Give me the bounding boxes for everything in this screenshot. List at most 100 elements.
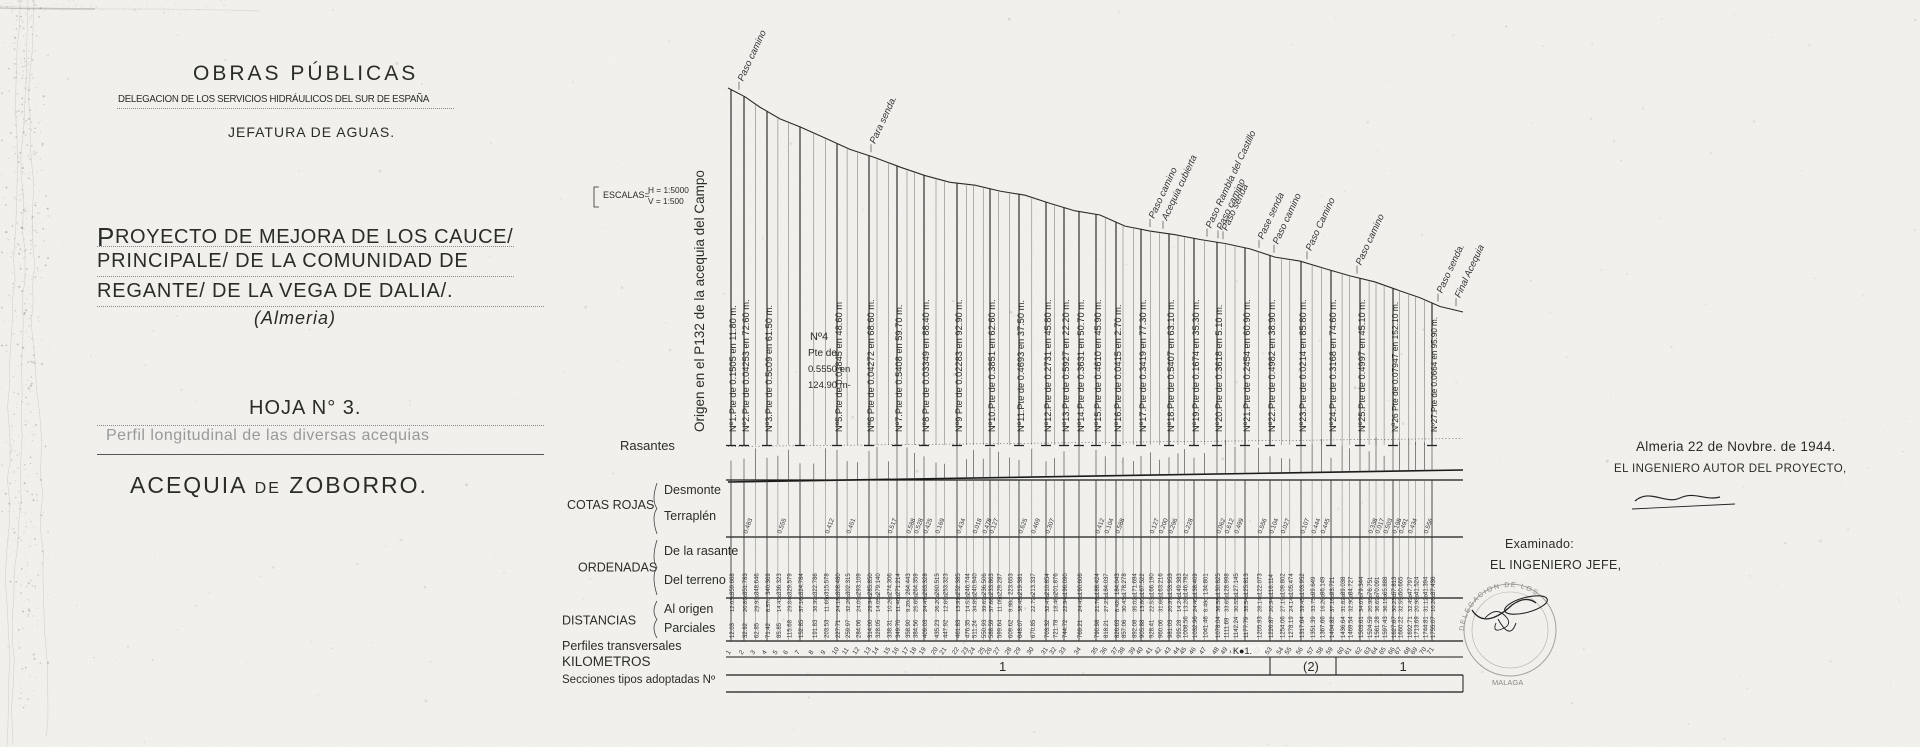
- svg-text:89.038: 89.038: [1341, 576, 1347, 595]
- svg-text:22: 22: [951, 646, 961, 656]
- svg-text:744.72: 744.72: [1063, 619, 1069, 638]
- svg-text:648.07: 648.07: [1018, 619, 1024, 638]
- svg-text:1078.04: 1078.04: [1216, 616, 1222, 638]
- svg-text:163.216: 163.216: [1159, 573, 1165, 595]
- svg-text:36.69o: 36.69o: [1375, 594, 1381, 612]
- svg-text:20.97o: 20.97o: [1168, 594, 1174, 612]
- svg-text:Nº8 Pte de 0.03349 en 88.40 m.: Nº8 Pte de 0.03349 en 88.40 m.: [921, 299, 931, 432]
- svg-text:Nº26 Pte de 0.07947 en 152.10: Nº26 Pte de 0.07947 en 152.10 m.: [1390, 302, 1400, 432]
- svg-text:K●1.: K●1.: [1233, 646, 1252, 656]
- svg-text:31.82o: 31.82o: [1341, 594, 1347, 612]
- svg-text:30.55o: 30.55o: [1234, 594, 1240, 612]
- svg-text:184.043: 184.043: [1115, 573, 1121, 595]
- svg-text:322.786: 322.786: [813, 573, 819, 595]
- svg-text:14.05o: 14.05o: [876, 594, 882, 612]
- svg-text:62: 62: [1354, 646, 1364, 656]
- svg-text:252.385: 252.385: [956, 573, 962, 595]
- svg-text:47.797: 47.797: [1408, 576, 1414, 595]
- svg-text:35.02o: 35.02o: [1133, 594, 1139, 612]
- svg-text:670.85: 670.85: [1031, 619, 1037, 638]
- svg-text:1226.87: 1226.87: [1269, 616, 1275, 638]
- svg-text:55: 55: [1284, 646, 1294, 656]
- svg-text:11.69o: 11.69o: [825, 595, 831, 612]
- svg-text:Nº5.Pte de 0.03845 en 48.60 m: Nº5.Pte de 0.03845 en 48.60 m: [834, 302, 844, 432]
- svg-text:V = 1:500: V = 1:500: [648, 196, 684, 206]
- svg-text:115.68: 115.68: [787, 619, 793, 638]
- svg-text:29.93o: 29.93o: [755, 594, 761, 612]
- svg-text:12.03: 12.03: [730, 622, 736, 638]
- svg-text:9.98o: 9.98o: [1009, 597, 1015, 612]
- svg-text:Desmonte: Desmonte: [664, 483, 721, 497]
- svg-text:134.801: 134.801: [1203, 573, 1209, 595]
- svg-text:928.41: 928.41: [1150, 619, 1156, 638]
- svg-text:34.07o: 34.07o: [1359, 594, 1365, 612]
- svg-text:981.03: 981.03: [1168, 619, 1174, 638]
- svg-text:53: 53: [1264, 646, 1274, 656]
- svg-text:Origen en el P132 de la ac: Origen en el P132 de la acequia del Camp…: [692, 170, 707, 432]
- svg-text:Nº22.Pte de 0.4982 en 38.90 m.: Nº22.Pte de 0.4982 en 38.90 m.: [1267, 299, 1277, 432]
- svg-text:348.646: 348.646: [755, 573, 761, 595]
- svg-text:285.850: 285.850: [868, 573, 874, 595]
- svg-text:20.89o: 20.89o: [743, 594, 749, 612]
- svg-text:1111.69: 1111.69: [1225, 617, 1231, 638]
- svg-text:34: 34: [1073, 646, 1083, 656]
- svg-text:2: 2: [738, 649, 746, 656]
- svg-text:153.953: 153.953: [1168, 573, 1174, 595]
- svg-text:358.90: 358.90: [906, 619, 912, 638]
- svg-text:27.23o: 27.23o: [1104, 594, 1110, 612]
- svg-text:10.26o: 10.26o: [888, 594, 894, 612]
- svg-text:37.16o: 37.16o: [799, 594, 805, 612]
- svg-text:22.79o: 22.79o: [1031, 594, 1037, 612]
- svg-text:260.515: 260.515: [935, 573, 941, 595]
- svg-text:229.287: 229.287: [997, 573, 1003, 595]
- svg-text:588.59: 588.59: [989, 619, 995, 638]
- svg-text:41.524: 41.524: [1415, 576, 1421, 595]
- svg-text:13.91o: 13.91o: [956, 594, 962, 612]
- svg-text:302.315: 302.315: [846, 573, 852, 595]
- svg-text:14.24o: 14.24o: [1177, 594, 1183, 612]
- svg-text:Nº20.Pte de 0.3618 en 5.10 m.: Nº20.Pte de 0.3618 en 5.10 m.: [1214, 305, 1224, 432]
- svg-text:1713.69: 1713.69: [1415, 616, 1421, 638]
- svg-text:61: 61: [1343, 646, 1353, 656]
- svg-text:31.66o: 31.66o: [1159, 594, 1165, 612]
- svg-text:14.43o: 14.43o: [777, 594, 783, 612]
- svg-text:Nº11.Pte de 0.4693 en 37.50 m.: Nº11.Pte de 0.4693 en 37.50 m.: [1016, 300, 1026, 432]
- svg-text:1317.64: 1317.64: [1300, 616, 1306, 638]
- svg-text:ESCALAS=: ESCALAS=: [603, 190, 650, 200]
- svg-text:Nº23.Pte de 0.0214 en 85.80 m.: Nº23.Pte de 0.0214 en 85.80 m.: [1298, 299, 1308, 432]
- svg-text:818.21: 818.21: [1104, 619, 1110, 638]
- svg-text:3: 3: [749, 649, 757, 656]
- svg-text:166.190: 166.190: [1150, 573, 1156, 595]
- svg-text:38: 38: [1117, 646, 1127, 656]
- svg-text:609.62: 609.62: [1009, 619, 1015, 638]
- svg-text:57: 57: [1306, 646, 1316, 656]
- svg-text:42: 42: [1153, 646, 1163, 656]
- svg-text:70.091: 70.091: [1375, 576, 1381, 595]
- svg-text:62.85: 62.85: [755, 622, 761, 638]
- svg-text:Rasantes: Rasantes: [620, 438, 675, 453]
- svg-text:109.802: 109.802: [1281, 573, 1287, 595]
- svg-text:550.93: 550.93: [982, 619, 988, 638]
- svg-text:10: 10: [831, 646, 841, 656]
- svg-text:236.506: 236.506: [982, 573, 988, 595]
- svg-text:1041.46: 1041.46: [1203, 616, 1209, 638]
- svg-text:1142.24: 1142.24: [1234, 616, 1240, 638]
- svg-text:Nº15.Pte de 0.4610 en 45.90 m.: Nº15.Pte de 0.4610 en 45.90 m.: [1093, 299, 1103, 432]
- svg-text:435.23: 435.23: [935, 619, 941, 638]
- svg-text:8: 8: [808, 649, 816, 656]
- svg-text:9.20o: 9.20o: [906, 597, 912, 612]
- svg-text:340.369: 340.369: [766, 573, 772, 595]
- svg-text:279.140: 279.140: [876, 573, 882, 595]
- svg-text:93.721: 93.721: [1330, 576, 1336, 595]
- svg-text:32.55o: 32.55o: [1399, 594, 1405, 612]
- svg-text:246.744: 246.744: [966, 573, 972, 595]
- svg-text:KILOMETROS: KILOMETROS: [562, 654, 651, 669]
- svg-text:33.65o: 33.65o: [1225, 594, 1231, 612]
- svg-text:1: 1: [1400, 659, 1407, 674]
- svg-text:21.76o: 21.76o: [1095, 594, 1101, 612]
- svg-text:826.63: 826.63: [1115, 619, 1121, 638]
- svg-text:27: 27: [992, 646, 1002, 656]
- svg-text:29.94o: 29.94o: [868, 594, 874, 612]
- svg-text:24.09o: 24.09o: [857, 594, 863, 612]
- svg-text:703.32: 703.32: [1045, 619, 1051, 638]
